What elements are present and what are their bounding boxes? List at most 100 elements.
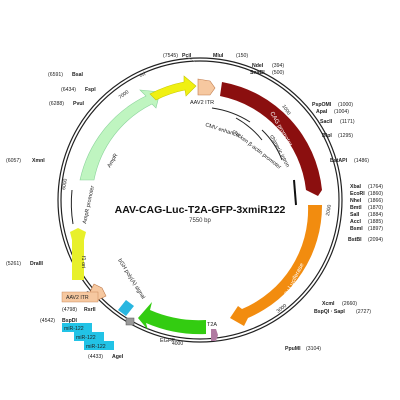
site-name[interactable]: AccI xyxy=(350,219,362,225)
f1ori-label: f1 ori xyxy=(80,256,86,268)
site-name[interactable]: PspOMI xyxy=(312,102,332,108)
site-pos: (1885) xyxy=(368,219,383,225)
cag-promoter-arrow[interactable] xyxy=(220,82,322,196)
egfp-arrow[interactable] xyxy=(138,302,206,335)
site-name[interactable]: PciI xyxy=(182,53,192,59)
tick-4000: 4000 xyxy=(172,341,183,347)
mir-label-1: miR-122 xyxy=(64,326,84,332)
luciferase-arrow[interactable] xyxy=(230,205,323,326)
plasmid-size: 7550 bp xyxy=(189,218,211,224)
tick-1000: 1000 xyxy=(280,104,291,117)
chicken-actin-line xyxy=(235,117,263,141)
bgh-arrow[interactable] xyxy=(118,300,134,316)
site-name[interactable]: SalI xyxy=(350,212,360,218)
backbone-inner xyxy=(60,60,340,340)
sites-left: (6591) BsaI (6434) FspI (6288) PvuI (605… xyxy=(6,72,124,360)
site-name[interactable]: BmtI xyxy=(350,205,362,211)
site-pos: (150) xyxy=(236,53,248,59)
mir-box-2 xyxy=(74,332,104,341)
site-pos: (4433) xyxy=(88,354,103,360)
site-name[interactable]: BspQI · SapI xyxy=(314,309,345,315)
site-pos: (7545) xyxy=(163,53,178,59)
site-name[interactable]: XcmI xyxy=(322,301,335,307)
site-name[interactable]: AgeI xyxy=(112,354,124,360)
site-pos: (4542) xyxy=(40,318,55,324)
site-name[interactable]: PvuI xyxy=(73,101,85,107)
site-pos: (2660) xyxy=(342,301,357,307)
site-pos: (6057) xyxy=(6,158,21,164)
site-name[interactable]: XmnI xyxy=(32,158,45,164)
site-name[interactable]: SnaBI xyxy=(250,70,265,76)
site-name[interactable]: NdeI xyxy=(252,63,264,69)
bgh-label: bGH poly(A) signal xyxy=(116,258,146,300)
site-pos: (6591) xyxy=(48,72,63,78)
tick-6000: 6000 xyxy=(61,178,69,190)
egfp-label: EGFP xyxy=(160,338,175,344)
f1ori-arrow[interactable] xyxy=(70,228,86,280)
site-name[interactable]: MluI xyxy=(213,53,224,59)
site-pos: (1870) xyxy=(368,205,383,211)
site-name[interactable]: FspI xyxy=(85,87,96,93)
ori-arrow[interactable] xyxy=(149,75,197,101)
site-pos: (1866) xyxy=(368,198,383,204)
site-pos: (6434) xyxy=(61,87,76,93)
site-pos: (1897) xyxy=(368,226,383,232)
site-name[interactable]: BsmI xyxy=(350,226,363,232)
t2a-marker[interactable] xyxy=(211,329,218,341)
itr-left-label: AAV2 ITR xyxy=(66,295,89,301)
site-pos: (1295) xyxy=(338,133,353,139)
tick-3000: 3000 xyxy=(276,303,289,315)
site-pos: (1004) xyxy=(334,109,349,115)
site-name[interactable]: XbaI xyxy=(350,184,362,190)
plasmid-title: AAV-CAG-Luc-T2A-GFP-3xmiR122 xyxy=(115,204,286,216)
site-name[interactable]: DraIII xyxy=(30,261,44,267)
site-pos: (1486) xyxy=(354,158,369,164)
itr-left-box xyxy=(61,291,99,303)
site-name[interactable]: RsrII xyxy=(84,307,96,313)
sites-right: (7545) PciI MluI (150) NdeI (394) SnaBI … xyxy=(163,53,383,352)
amp-promoter-line xyxy=(70,189,74,225)
chimeric-intron-line xyxy=(261,129,283,161)
ampr-arrow[interactable] xyxy=(79,89,161,181)
site-name[interactable]: BstAPI xyxy=(330,158,348,164)
site-tick xyxy=(185,56,197,63)
mir-label-3: miR-122 xyxy=(86,344,106,350)
site-name[interactable]: BstBI xyxy=(348,237,362,243)
site-name[interactable]: NheI xyxy=(350,198,362,204)
site-name[interactable]: EcoRI xyxy=(350,191,365,197)
mir-box-1 xyxy=(62,323,92,332)
t2a-label: T2A xyxy=(207,322,217,328)
ampr-label: AmpR xyxy=(107,153,120,169)
site-pos: (1860) xyxy=(368,191,383,197)
itr-right-arrow[interactable] xyxy=(197,78,216,96)
amp-promoter-label: AmpR promoter xyxy=(82,185,96,224)
site-pos: (1884) xyxy=(368,212,383,218)
ori-label: ori xyxy=(139,71,147,79)
site-pos: (1000) xyxy=(338,102,353,108)
itr-right-label: AAV2 ITR xyxy=(190,100,214,106)
tick-7000: 7000 xyxy=(118,89,131,101)
site-name[interactable]: PpuMI xyxy=(285,346,301,352)
intron-marker xyxy=(293,179,297,206)
site-pos: (1764) xyxy=(368,184,383,190)
site-pos: (2727) xyxy=(356,309,371,315)
mir-label-2: miR-122 xyxy=(76,335,96,341)
mir-marker-block xyxy=(125,317,135,326)
site-pos: (5261) xyxy=(6,261,21,267)
site-pos: (500) xyxy=(272,70,284,76)
site-pos: (6288) xyxy=(49,101,64,107)
site-name[interactable]: BspDI xyxy=(62,318,78,324)
backbone-outer xyxy=(57,57,343,343)
site-pos: (3104) xyxy=(306,346,321,352)
tick-2000: 2000 xyxy=(325,204,333,216)
site-name[interactable]: ApaI xyxy=(316,109,328,115)
site-pos: (394) xyxy=(272,63,284,69)
site-name[interactable]: SacII xyxy=(320,119,333,125)
site-pos: (2094) xyxy=(368,237,383,243)
cmv-enhancer-line xyxy=(211,107,251,123)
site-pos: (4798) xyxy=(62,307,77,313)
site-name[interactable]: BlpI xyxy=(322,133,332,139)
mir-box-3 xyxy=(84,341,114,350)
site-name[interactable]: BsaI xyxy=(72,72,84,78)
